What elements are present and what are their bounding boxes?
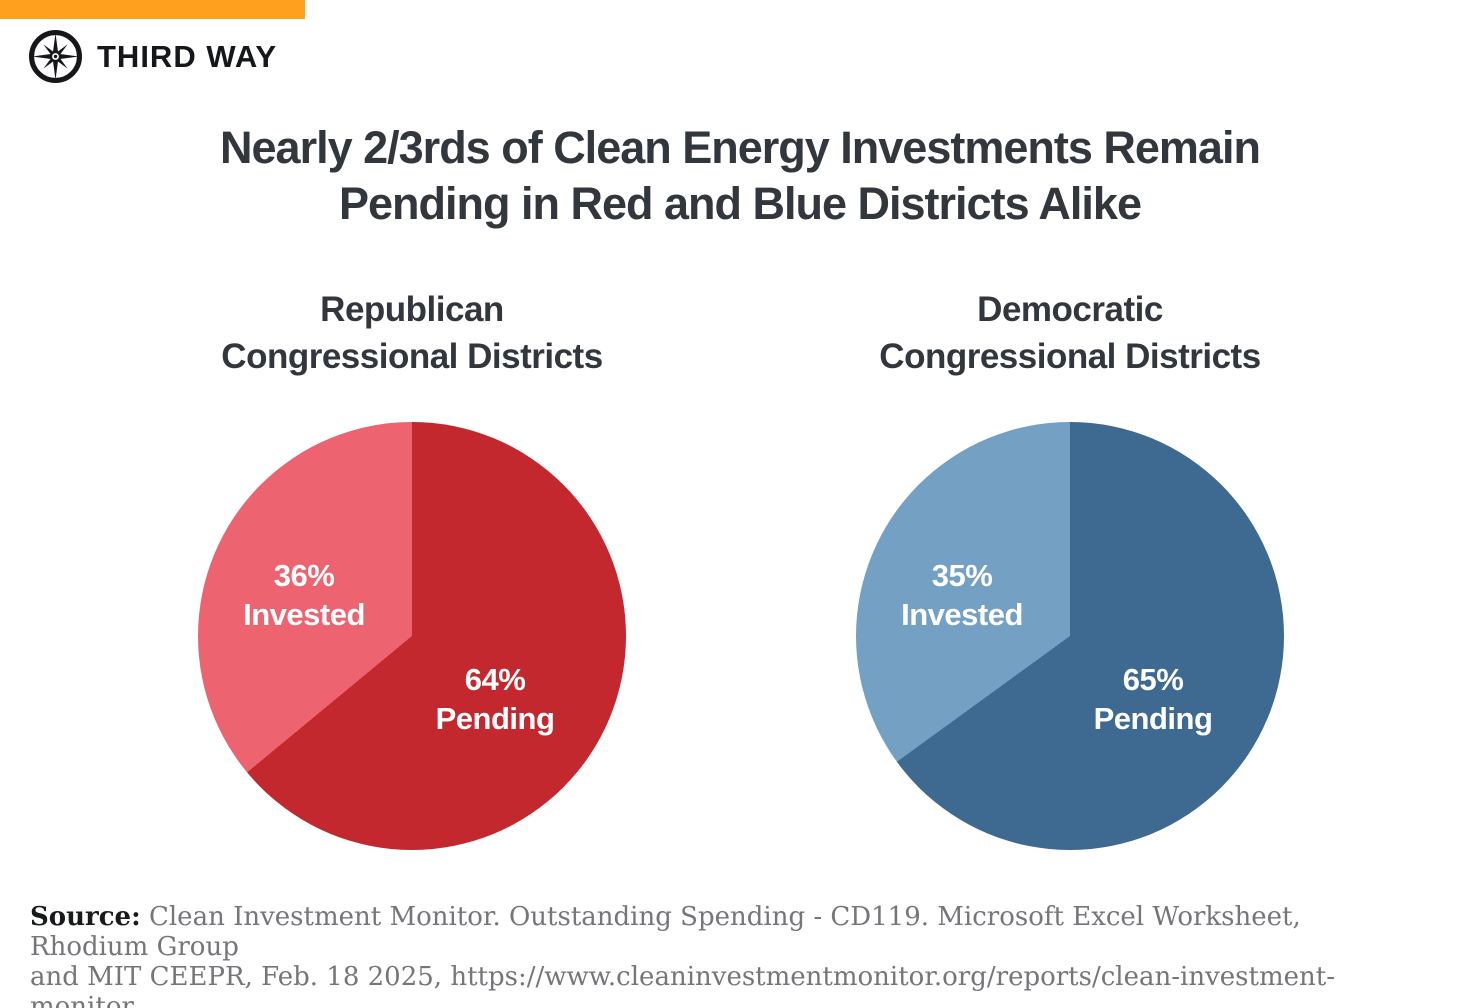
republican-invested-label: 36% Invested [243,556,365,634]
republican-pending-pct: 64% [464,662,526,697]
democratic-chart-title-line1: Democratic [977,290,1163,329]
democratic-pending-pct: 65% [1122,662,1184,697]
compass-star-icon [27,28,84,85]
source-label: Source: [30,902,141,932]
democratic-invested-label: 35% Invested [901,556,1023,634]
republican-chart-title-line2: Congressional Districts [221,337,603,376]
republican-pending-label: 64% Pending [436,660,555,738]
republican-chart-section: Republican Congressional Districts 36% I… [112,286,712,850]
source-line-1: Source: Clean Investment Monitor. Outsta… [30,902,1390,962]
source-note: Source: Clean Investment Monitor. Outsta… [30,902,1390,1008]
source-line-2: and MIT CEEPR, Feb. 18 2025, https://www… [30,962,1335,1008]
democratic-pending-label: 65% Pending [1094,660,1213,738]
brand-accent-bar [0,0,305,19]
republican-pie-chart: 36% Invested 64% Pending [198,422,626,850]
democratic-pie-chart: 35% Invested 65% Pending [856,422,1284,850]
democratic-invested-pct: 35% [931,558,993,593]
democratic-invested-word: Invested [901,597,1023,632]
republican-pending-word: Pending [435,701,555,736]
democratic-chart-title-line2: Congressional Districts [879,337,1261,376]
source-line-1-text: Clean Investment Monitor. Outstanding Sp… [30,902,1301,962]
democratic-pending-word: Pending [1093,701,1213,736]
page-title-line2: Pending in Red and Blue Districts Alike [339,178,1142,229]
republican-chart-title: Republican Congressional Districts [112,286,712,380]
republican-invested-word: Invested [243,597,365,632]
democratic-chart-title: Democratic Congressional Districts [770,286,1370,380]
democratic-chart-section: Democratic Congressional Districts 35% I… [770,286,1370,850]
brand-logo: THIRD WAY [27,28,277,85]
republican-chart-title-line1: Republican [320,290,504,329]
page-title: Nearly 2/3rds of Clean Energy Investment… [0,120,1480,232]
republican-invested-pct: 36% [273,558,335,593]
page-title-line1: Nearly 2/3rds of Clean Energy Investment… [220,122,1261,173]
brand-name: THIRD WAY [97,38,278,74]
